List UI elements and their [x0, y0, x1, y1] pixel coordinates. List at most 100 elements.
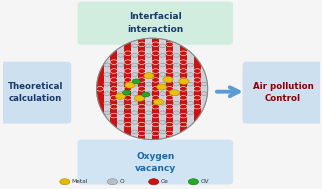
Circle shape: [146, 92, 152, 95]
Circle shape: [110, 69, 118, 73]
Circle shape: [124, 69, 132, 73]
Circle shape: [159, 82, 166, 86]
Circle shape: [152, 69, 159, 73]
Circle shape: [166, 131, 173, 136]
Bar: [173, 38, 180, 139]
Bar: [194, 38, 201, 139]
Circle shape: [110, 95, 118, 100]
Text: OV: OV: [200, 179, 209, 184]
Circle shape: [194, 105, 201, 109]
Bar: [110, 38, 118, 139]
Circle shape: [138, 95, 146, 100]
Circle shape: [138, 78, 146, 82]
Circle shape: [123, 90, 131, 95]
Circle shape: [146, 73, 152, 76]
Circle shape: [118, 82, 124, 86]
Circle shape: [146, 101, 152, 105]
Circle shape: [104, 92, 110, 95]
Circle shape: [159, 120, 166, 124]
FancyBboxPatch shape: [0, 62, 71, 124]
Circle shape: [166, 69, 173, 73]
Circle shape: [173, 101, 180, 105]
Circle shape: [104, 63, 110, 67]
Circle shape: [194, 95, 201, 100]
Circle shape: [166, 105, 173, 109]
Text: Air pollution
Control: Air pollution Control: [252, 82, 313, 103]
Circle shape: [152, 105, 159, 109]
FancyBboxPatch shape: [78, 2, 233, 45]
Circle shape: [166, 60, 173, 64]
Circle shape: [159, 44, 166, 48]
Circle shape: [166, 113, 173, 118]
Circle shape: [152, 95, 159, 100]
Circle shape: [180, 105, 187, 109]
Circle shape: [166, 78, 173, 82]
Circle shape: [138, 51, 146, 55]
Circle shape: [152, 51, 159, 55]
Text: O: O: [119, 179, 124, 184]
Circle shape: [146, 44, 152, 48]
Bar: [166, 38, 173, 139]
Circle shape: [138, 105, 146, 109]
Circle shape: [138, 60, 146, 64]
Circle shape: [194, 87, 201, 91]
FancyArrowPatch shape: [217, 87, 239, 96]
Circle shape: [180, 60, 187, 64]
Circle shape: [118, 111, 124, 115]
Circle shape: [194, 69, 201, 73]
Circle shape: [159, 92, 166, 95]
Circle shape: [146, 63, 152, 67]
Bar: [159, 38, 166, 139]
Circle shape: [173, 73, 180, 76]
Circle shape: [118, 101, 124, 105]
Circle shape: [173, 92, 180, 95]
Circle shape: [179, 78, 189, 84]
Circle shape: [146, 130, 152, 134]
Circle shape: [132, 82, 138, 86]
Circle shape: [180, 69, 187, 73]
Circle shape: [201, 92, 207, 95]
Circle shape: [118, 63, 124, 67]
Bar: [124, 38, 131, 139]
Circle shape: [138, 122, 146, 127]
Circle shape: [152, 122, 159, 127]
Circle shape: [124, 113, 132, 118]
Circle shape: [144, 73, 154, 79]
Circle shape: [146, 111, 152, 115]
Circle shape: [132, 44, 138, 48]
Circle shape: [118, 53, 124, 57]
Circle shape: [152, 78, 159, 82]
Circle shape: [166, 42, 173, 46]
Circle shape: [124, 60, 132, 64]
Circle shape: [156, 84, 167, 90]
Bar: [131, 38, 138, 139]
Circle shape: [187, 73, 194, 76]
Circle shape: [132, 92, 138, 95]
Text: Ce: Ce: [161, 179, 169, 184]
Circle shape: [118, 73, 124, 76]
Bar: [138, 38, 145, 139]
Circle shape: [152, 42, 159, 46]
Circle shape: [104, 73, 110, 76]
Text: Oxygen
vacancy: Oxygen vacancy: [135, 152, 176, 173]
Circle shape: [159, 63, 166, 67]
Bar: [180, 38, 187, 139]
FancyBboxPatch shape: [242, 62, 322, 124]
Circle shape: [138, 87, 146, 91]
Circle shape: [110, 87, 118, 91]
Circle shape: [124, 51, 132, 55]
Circle shape: [104, 111, 110, 115]
Circle shape: [138, 113, 146, 118]
Text: Interfacial
interaction: Interfacial interaction: [127, 12, 184, 34]
Bar: [118, 38, 124, 139]
Circle shape: [146, 53, 152, 57]
Circle shape: [107, 179, 118, 185]
Circle shape: [132, 120, 138, 124]
Circle shape: [187, 92, 194, 95]
Circle shape: [166, 87, 173, 91]
Circle shape: [104, 101, 110, 105]
Circle shape: [110, 105, 118, 109]
Circle shape: [132, 101, 138, 105]
Circle shape: [124, 122, 132, 127]
Circle shape: [132, 79, 140, 84]
